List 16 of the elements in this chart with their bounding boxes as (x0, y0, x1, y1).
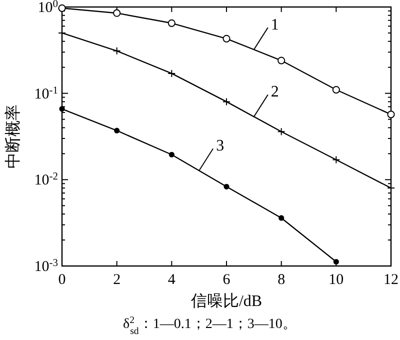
legend-label: 1 (270, 16, 279, 34)
series-label: 3 (216, 138, 224, 155)
x-tick-label: 8 (278, 272, 286, 288)
x-tick-label: 2 (113, 272, 121, 288)
text: δ$^{2}$$_{sd}$：1—0.1；2—1；3—10。 (123, 314, 296, 336)
series-label: 2 (270, 84, 279, 101)
y-tick-label: 10$^{-1}$ (34, 84, 58, 102)
x-tick-label: 10 (328, 272, 344, 288)
x-tick-label: 4 (168, 272, 176, 288)
y-tick-label: 10$^{-3}$ (34, 258, 58, 275)
y-axis-title: 中断概率 (4, 104, 22, 168)
x-tick-label: 0 (58, 272, 66, 288)
y-tick-label: 10$^{-2}$ (34, 171, 58, 189)
x-axis-title: 信噪比/dB (190, 292, 262, 310)
x-tick-label: 12 (384, 272, 398, 288)
x-tick-label: 6 (222, 272, 231, 288)
